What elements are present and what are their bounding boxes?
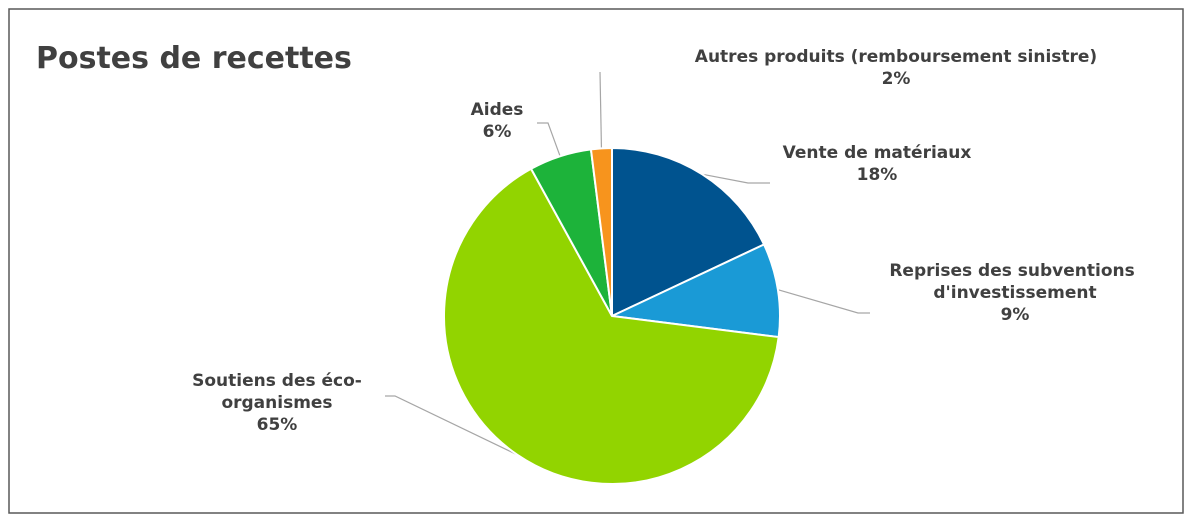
slice-label: Autres produits (remboursement sinistre) <box>695 47 1097 67</box>
slice-label: Soutiens des éco-organismes <box>192 371 362 413</box>
leader-line <box>385 395 518 456</box>
slice-label: Vente de matériaux <box>783 143 972 163</box>
slice-value-label: 6% <box>483 122 512 142</box>
leader-line <box>701 173 770 184</box>
slice-value-label: 65% <box>257 415 298 435</box>
label-line: d'investissement <box>933 283 1096 303</box>
pie-slice <box>589 146 613 317</box>
label-line: Autres produits (remboursement sinistre) <box>695 47 1097 67</box>
slice-label: Reprises des subventions d'investissemen… <box>889 261 1140 303</box>
slice-value-label: 18% <box>857 165 898 185</box>
leader-line <box>777 289 870 314</box>
label-line: Reprises des subventions <box>889 261 1140 281</box>
slice-value-label: 2% <box>882 69 911 89</box>
leader-line <box>599 71 603 149</box>
pie-slice <box>443 167 780 485</box>
pie-slice <box>611 146 766 318</box>
slice-value-label: 9% <box>1001 305 1030 325</box>
leader-line <box>537 122 561 157</box>
slice-label: Aides <box>471 100 524 120</box>
label-line: Vente de matériaux <box>783 143 972 163</box>
leader-lines <box>385 71 870 456</box>
label-line: Soutiens des éco- <box>192 371 362 391</box>
pie-slice <box>608 243 781 339</box>
label-line: Aides <box>471 100 524 120</box>
chart-title: Postes de recettes <box>36 41 352 76</box>
label-line: organismes <box>221 393 332 413</box>
